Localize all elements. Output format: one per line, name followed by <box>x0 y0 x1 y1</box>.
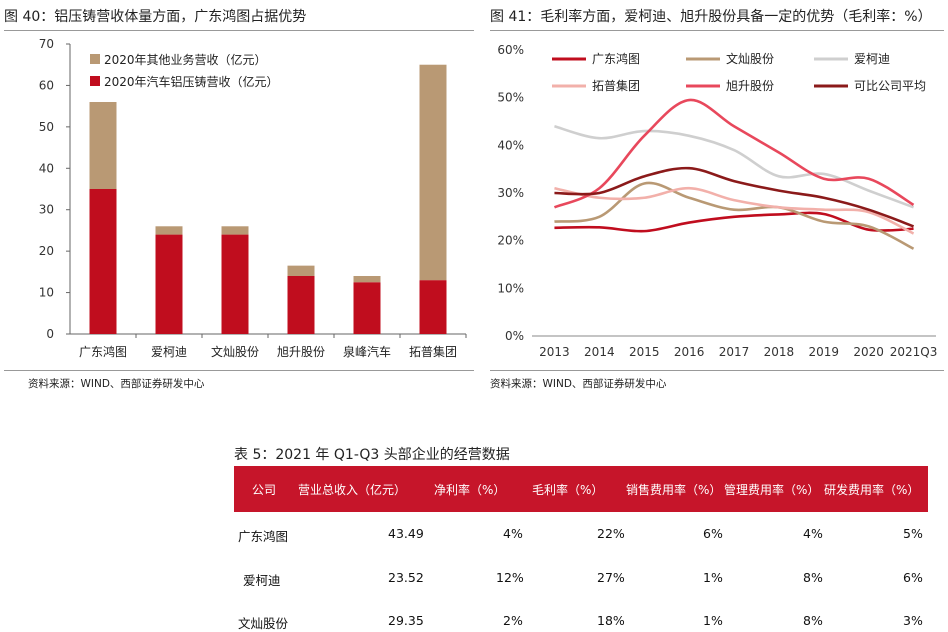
fig41-title-rule <box>490 30 944 31</box>
y-tick-label: 30 <box>39 203 54 217</box>
x-tick-label: 2021Q3 <box>890 345 938 359</box>
x-tick-label: 广东鸿图 <box>79 345 127 359</box>
table5-header-revenue: 营业总收入（亿元） <box>298 483 407 497</box>
bar-segment <box>419 64 447 281</box>
y-tick-label: 10 <box>39 286 54 300</box>
fig40-title-rule <box>4 30 474 31</box>
table5-cell-sales-expense: 6% <box>703 526 723 541</box>
bar-segment <box>89 189 117 334</box>
legend-swatch <box>90 54 100 64</box>
series-line <box>554 186 915 235</box>
table5-cell-rd-expense: 5% <box>903 526 923 541</box>
y-tick-label: 50% <box>497 91 524 105</box>
fig41-title: 图 41：毛利率方面，爱柯迪、旭升股份具备一定的优势（毛利率：%） <box>490 9 932 25</box>
y-tick-label: 20% <box>497 234 524 248</box>
y-tick-label: 0 <box>46 327 54 341</box>
series-line <box>554 181 915 250</box>
table5-cell-revenue: 29.35 <box>388 613 424 628</box>
bar-segment <box>221 234 249 334</box>
x-tick-label: 2013 <box>539 345 570 359</box>
x-tick-label: 2018 <box>764 345 795 359</box>
legend-swatch <box>90 76 100 86</box>
fig40-source: 资料来源：WIND、西部证券研发中心 <box>28 378 205 390</box>
bar-segment <box>221 226 249 235</box>
table5-cell-admin-expense: 4% <box>803 526 823 541</box>
series-line <box>554 166 915 228</box>
table5-header-rd-expense: 研发费用率（%） <box>824 483 920 497</box>
bar-segment <box>89 102 117 189</box>
series-line <box>554 125 915 209</box>
table5-title: 表 5：2021 年 Q1-Q3 头部企业的经营数据 <box>234 447 510 463</box>
x-tick-label: 2016 <box>674 345 705 359</box>
bar-segment <box>155 234 183 334</box>
legend-label: 文灿股份 <box>726 51 774 66</box>
legend-label: 广东鸿图 <box>592 52 640 66</box>
y-tick-label: 40 <box>39 161 54 175</box>
table5-cell-company: 广东鸿图 <box>238 529 289 544</box>
bar-segment <box>419 280 447 334</box>
y-tick-label: 60% <box>497 43 524 57</box>
fig40-title: 图 40：铝压铸营收体量方面，广东鸿图占据优势 <box>4 9 307 25</box>
y-tick-label: 70 <box>39 37 54 51</box>
table5-cell-gross-margin: 22% <box>597 526 625 541</box>
y-tick-label: 10% <box>497 281 524 295</box>
table5-cell-admin-expense: 8% <box>803 570 823 585</box>
table5-cell-sales-expense: 1% <box>703 613 723 628</box>
legend-label: 2020年汽车铝压铸营收（亿元） <box>104 74 279 89</box>
y-tick-label: 30% <box>497 186 524 200</box>
fig41-source: 资料来源：WIND、西部证券研发中心 <box>490 378 667 390</box>
bar-segment <box>287 265 315 276</box>
table5-header-row: 公司 营业总收入（亿元） 净利率（%） 毛利率（%） 销售费用率（%） 管理费用… <box>234 466 928 512</box>
bar-segment <box>353 282 381 334</box>
table5-cell-revenue: 23.52 <box>388 570 424 585</box>
x-tick-label: 文灿股份 <box>211 344 259 359</box>
bar-segment <box>287 276 315 334</box>
series-line <box>554 211 914 233</box>
x-tick-label: 泉峰汽车 <box>343 344 391 359</box>
x-tick-label: 爱柯迪 <box>151 345 187 359</box>
table5-cell-net-margin: 4% <box>503 526 523 541</box>
table5-cell-company: 文灿股份 <box>238 616 289 631</box>
fig40-bottom-rule <box>4 370 474 371</box>
legend-label: 拓普集团 <box>592 78 640 93</box>
y-tick-label: 20 <box>39 244 54 258</box>
x-tick-label: 2017 <box>719 345 750 359</box>
fig40-stacked-bar-chart: 0 10 20 30 40 50 60 70 广东鸿图 爱柯迪 文灿股份 旭升股份 泉峰汽车 拓普集团 20… <box>39 37 467 359</box>
table5-header-admin-expense: 管理费用率（%） <box>724 483 820 497</box>
table5-cell-gross-margin: 18% <box>597 613 625 628</box>
table5-cell-net-margin: 2% <box>503 613 523 628</box>
table5-cell-rd-expense: 6% <box>903 570 923 585</box>
table5-header-net-margin: 净利率（%） <box>434 483 506 497</box>
fig41-line-chart: 0% 10% 20% 30% 40% 50% 60% 2013 2014 2015 2016 2017… <box>497 43 938 359</box>
table5-cell-net-margin: 12% <box>496 570 524 585</box>
legend-label: 可比公司平均 <box>854 79 926 93</box>
legend-label: 爱柯迪 <box>854 52 890 66</box>
legend-label: 2020年其他业务营收（亿元） <box>104 52 267 67</box>
table5-cell-gross-margin: 27% <box>597 570 625 585</box>
y-tick-label: 40% <box>497 138 524 152</box>
table5-cell-rd-expense: 3% <box>903 613 923 628</box>
x-tick-label: 2020 <box>853 345 884 359</box>
fig41-bottom-rule <box>490 370 944 371</box>
bar-segment <box>155 226 183 235</box>
y-tick-label: 0% <box>505 329 524 343</box>
y-tick-label: 50 <box>39 120 54 134</box>
series-line <box>553 98 915 209</box>
bar-segment <box>353 276 381 283</box>
x-tick-label: 2019 <box>809 345 840 359</box>
y-tick-label: 60 <box>39 78 54 92</box>
x-tick-label: 旭升股份 <box>277 345 325 359</box>
table5-cell-sales-expense: 1% <box>703 570 723 585</box>
table5-cell-admin-expense: 8% <box>803 613 823 628</box>
table5-header-sales-expense: 销售费用率（%） <box>626 483 722 497</box>
x-tick-label: 拓普集团 <box>409 344 457 359</box>
table5-header-gross-margin: 毛利率（%） <box>532 483 604 497</box>
x-tick-label: 2014 <box>584 345 615 359</box>
table5-header-company: 公司 <box>252 483 277 497</box>
table5-cell-revenue: 43.49 <box>388 526 424 541</box>
x-tick-label: 2015 <box>629 345 660 359</box>
table5-cell-company: 爱柯迪 <box>243 573 281 588</box>
legend-label: 旭升股份 <box>726 79 774 93</box>
